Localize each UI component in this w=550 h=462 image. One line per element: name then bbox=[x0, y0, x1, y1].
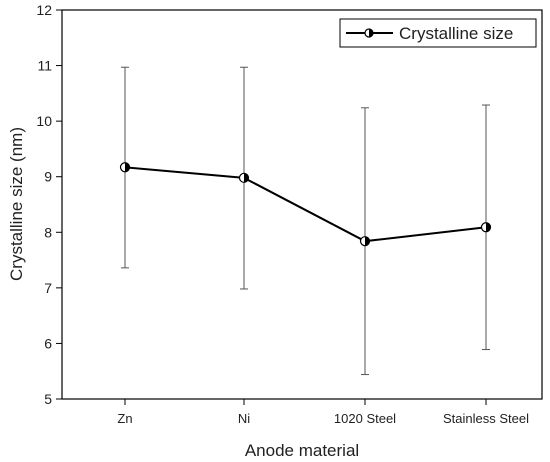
x-tick-label: Stainless Steel bbox=[443, 411, 529, 426]
y-tick-label: 7 bbox=[44, 280, 52, 296]
y-tick-label: 8 bbox=[44, 224, 52, 240]
legend-label: Crystalline size bbox=[399, 24, 513, 43]
series-line bbox=[124, 166, 487, 243]
legend-marker-half bbox=[369, 29, 373, 37]
data-point bbox=[359, 236, 371, 247]
y-tick-label: 12 bbox=[36, 2, 52, 18]
x-tick-label: Ni bbox=[238, 411, 250, 426]
x-tick-label: 1020 Steel bbox=[334, 411, 396, 426]
legend: Crystalline size bbox=[339, 18, 537, 48]
data-markers bbox=[119, 162, 492, 247]
data-point bbox=[119, 162, 131, 173]
plot-frame bbox=[61, 9, 543, 400]
data-point bbox=[480, 222, 492, 233]
y-tick-label: 9 bbox=[44, 169, 52, 185]
y-tick-label: 6 bbox=[44, 335, 52, 351]
y-tick-label: 5 bbox=[44, 391, 52, 407]
y-axis: 5 6 7 8 9 10 11 12 bbox=[36, 2, 62, 407]
y-axis-title: Crystalline size (nm) bbox=[7, 127, 26, 281]
x-tick-label: Zn bbox=[117, 411, 132, 426]
x-axis: Zn Ni 1020 Steel Stainless Steel bbox=[117, 399, 529, 426]
y-tick-label: 10 bbox=[36, 113, 52, 129]
y-tick-label: 11 bbox=[37, 58, 52, 74]
x-axis-title: Anode material bbox=[245, 441, 359, 460]
error-bars bbox=[121, 66, 490, 376]
data-point bbox=[238, 172, 250, 183]
